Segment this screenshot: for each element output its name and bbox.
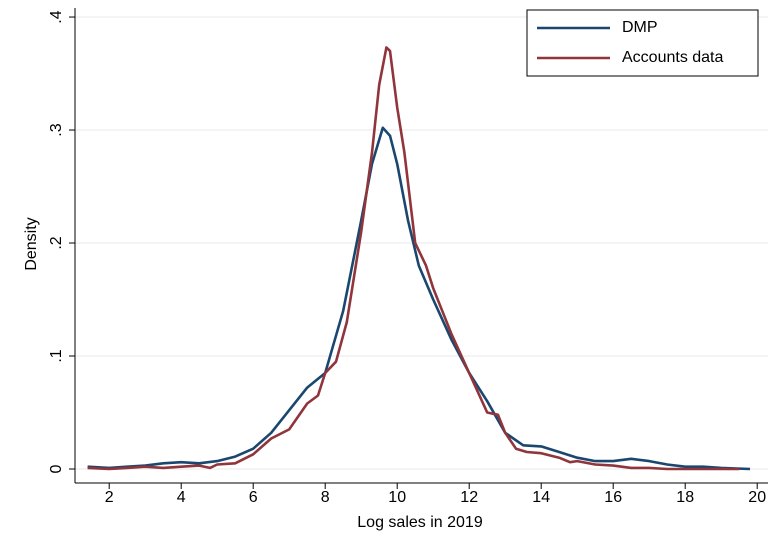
x-tick-label: 4	[177, 489, 186, 506]
legend-label: Accounts data	[622, 49, 724, 66]
x-tick-label: 12	[460, 489, 478, 506]
legend-label: DMP	[622, 19, 658, 36]
y-axis-label: Density	[23, 217, 40, 270]
x-tick-label: 8	[321, 489, 330, 506]
x-tick-label: 10	[388, 489, 406, 506]
y-tick-label: .1	[48, 349, 65, 362]
x-tick-label: 16	[604, 489, 622, 506]
series-line	[87, 126, 751, 471]
x-tick-label: 14	[532, 489, 550, 506]
x-tick-label: 2	[105, 489, 114, 506]
y-tick-label: .3	[48, 123, 65, 136]
y-tick-label: 0	[48, 464, 65, 473]
y-tick-label: .4	[48, 10, 65, 23]
x-axis-label: Log sales in 2019	[357, 514, 483, 531]
x-tick-label: 20	[748, 489, 766, 506]
y-tick-label: .2	[48, 236, 65, 249]
series-line	[87, 46, 740, 471]
legend-box	[526, 9, 759, 77]
x-tick-label: 6	[249, 489, 258, 506]
x-tick-label: 18	[676, 489, 694, 506]
